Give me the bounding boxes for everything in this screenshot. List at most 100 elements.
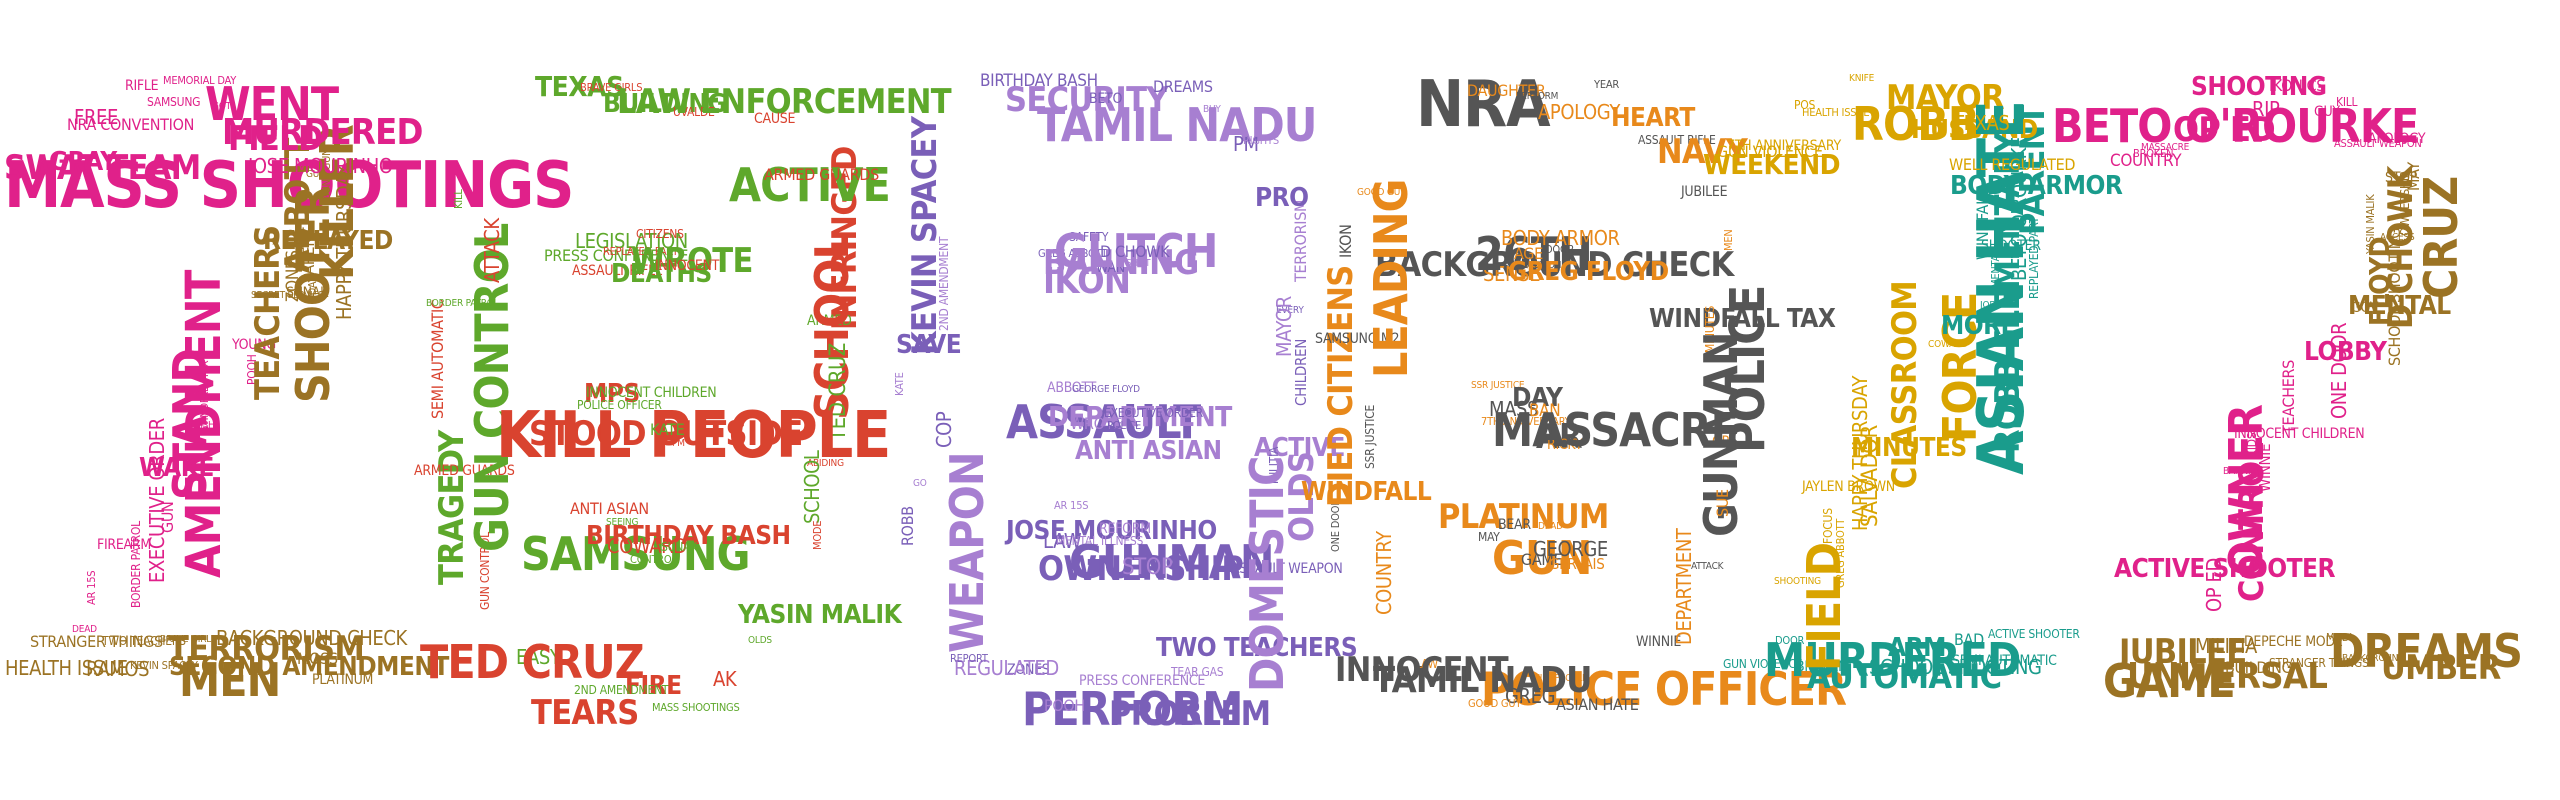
cloud-word: BETO (1089, 91, 1123, 107)
cloud-word: JUBILEE (1681, 184, 1728, 200)
cloud-word: WINDFALL TAX (1649, 304, 1836, 334)
cloud-word: ASSAULT WEAPON (2334, 137, 2422, 150)
cloud-word: ACTIVE (729, 158, 891, 212)
cloud-word: KATE (650, 420, 685, 439)
cloud-word: YOUNG (232, 337, 276, 353)
cloud-word: MURDERED (222, 112, 423, 153)
cloud-word: PLATINUM (312, 672, 374, 688)
cloud-word: INNOCENT CHILDREN (2234, 426, 2365, 442)
cloud-word: JOSE MOURINHO (248, 154, 393, 178)
cloud-word: AGE (1514, 244, 1543, 263)
cloud-word: NAVY (1657, 132, 1748, 172)
cloud-word: FIREARM (97, 537, 151, 553)
cloud-word: SECURITY (1005, 80, 1168, 120)
cloud-word: PRO (1255, 183, 1309, 213)
cloud-word: COP (932, 411, 956, 448)
cloud-word: KEVIN SPACEY (905, 116, 945, 355)
cloud-word: IKON (1043, 261, 1131, 302)
cloud-word: ATTACK (1691, 561, 1724, 572)
cloud-word: ARMED GUARDS (414, 463, 515, 479)
cloud-word: ABBOTT (1047, 380, 1097, 396)
cloud-word: SCHOOL SHOOTING (1869, 655, 2042, 679)
cloud-word: MASSACRE (1492, 403, 1739, 457)
cloud-word: PRESS CONFERENCE (1079, 673, 1206, 689)
cloud-word: DIED CITIZENS (1321, 265, 1361, 507)
cloud-word: ACTIVE SHOOTER (2114, 554, 2336, 584)
cloud-word: DAY (1512, 383, 1563, 413)
cloud-word: PLATINUM (1438, 497, 1609, 537)
cloud-word: BUY (1203, 104, 1221, 115)
cloud-word: LEADING (1364, 179, 1418, 378)
cloud-word: SEEING (606, 517, 639, 528)
cloud-word: WAN (1096, 260, 1125, 276)
cloud-word: MENTAL (2348, 291, 2451, 321)
cloud-word: SCHOOL SHOOTING (2385, 227, 2404, 366)
cloud-word: SAMSUNG M23 (1315, 331, 1407, 347)
cloud-word: COWARD (607, 534, 687, 558)
cloud-word: REPLAYED (263, 226, 393, 256)
cloud-word: TAMIL NADU (1373, 660, 1592, 701)
cloud-word: GOOD GUY (1468, 697, 1522, 710)
cloud-word: GRAY (49, 147, 117, 177)
cloud-word: GLITCH (1054, 224, 1218, 278)
cloud-word: AUTOMATIC (1807, 657, 2002, 697)
cloud-word: WROTE (1070, 414, 1122, 433)
cloud-word: TEARS (531, 693, 639, 733)
cloud-word: POLICE OFFICER (577, 398, 662, 412)
cloud-word: HUSBAND (1911, 115, 2038, 145)
cloud-word: MOSS (297, 649, 338, 668)
cloud-word: SSR JUSTICE (1363, 404, 1377, 469)
cloud-word: STOOD OUTSIDE (529, 414, 803, 454)
cloud-word: COUNTRY (2110, 151, 2182, 171)
cloud-word: OLDS (748, 635, 772, 646)
cloud-word: KILL (2336, 95, 2358, 109)
cloud-word: MAY (1478, 530, 1500, 544)
cloud-word: DEATHS (611, 259, 712, 289)
cloud-word: DREAMS (1153, 77, 1213, 96)
cloud-word: REPLAYED PART (603, 245, 679, 258)
cloud-word: BODY ARMOR (1950, 171, 2123, 201)
cloud-word: MASS (1489, 397, 1539, 421)
cloud-word: ANTI ASIAN (570, 499, 649, 518)
cloud-word: FIELD (1797, 542, 1851, 671)
cloud-word: BROKEN (1796, 659, 1848, 675)
cloud-word: MENTAL ILLNESS (1056, 534, 1144, 548)
cloud-word: BIRTHDAY BASH (980, 71, 1098, 91)
cloud-word: PERFORM (1516, 91, 1559, 102)
cloud-word: HEALTH ISSUE (1802, 106, 1870, 119)
cloud-word: 2ND AMENDMENT (574, 683, 669, 697)
cloud-word: GREG FLOYD (1508, 257, 1669, 287)
cloud-word: JUBILEE (2119, 632, 2247, 672)
cloud-word: SAMSUNG (521, 527, 751, 581)
cloud-word: BORDER PATROL (129, 521, 143, 608)
cloud-word: RIFLE (125, 78, 159, 94)
cloud-word: KNIFE (1849, 73, 1875, 84)
cloud-word: ASSAULT RIFLE (1638, 133, 1716, 147)
cloud-word: PM (1233, 132, 1259, 156)
cloud-word: KATE (893, 372, 906, 396)
cloud-word: OWNERSHIP (1038, 549, 1244, 589)
cloud-word: GO (913, 478, 927, 489)
cloud-word: GEORGE FLOYD (1072, 384, 1140, 395)
cloud-word: ACCESS (2380, 232, 2415, 243)
cloud-word: SAFETY (1069, 230, 1109, 244)
cloud-word: MPS (584, 379, 640, 409)
cloud-word: GUN VIOLENCE (1717, 142, 1823, 161)
cloud-word: TERRORISM (168, 629, 365, 669)
cloud-word: TED CRUZ (420, 635, 645, 689)
cloud-word: DEAD (72, 624, 97, 635)
cloud-word: CONTROL (630, 553, 677, 566)
cloud-word: WROTE (631, 241, 753, 281)
cloud-word: KILL (452, 189, 465, 209)
cloud-word: SEMI AUTOMATIC (1952, 653, 2057, 669)
cloud-word: DOMESTIC (1240, 456, 1294, 692)
cloud-word: TEXAS (535, 70, 624, 103)
cloud-word: WENT (205, 77, 339, 131)
cloud-word: ASSAULT (1006, 395, 1201, 449)
cloud-word: MEMORIAL DAY (163, 74, 237, 87)
cloud-word: SAVE (896, 330, 962, 360)
cloud-word: SENSE (1483, 262, 1541, 286)
cloud-word: APOLOGY (1538, 100, 1620, 124)
cloud-word: FIELD (228, 119, 323, 159)
